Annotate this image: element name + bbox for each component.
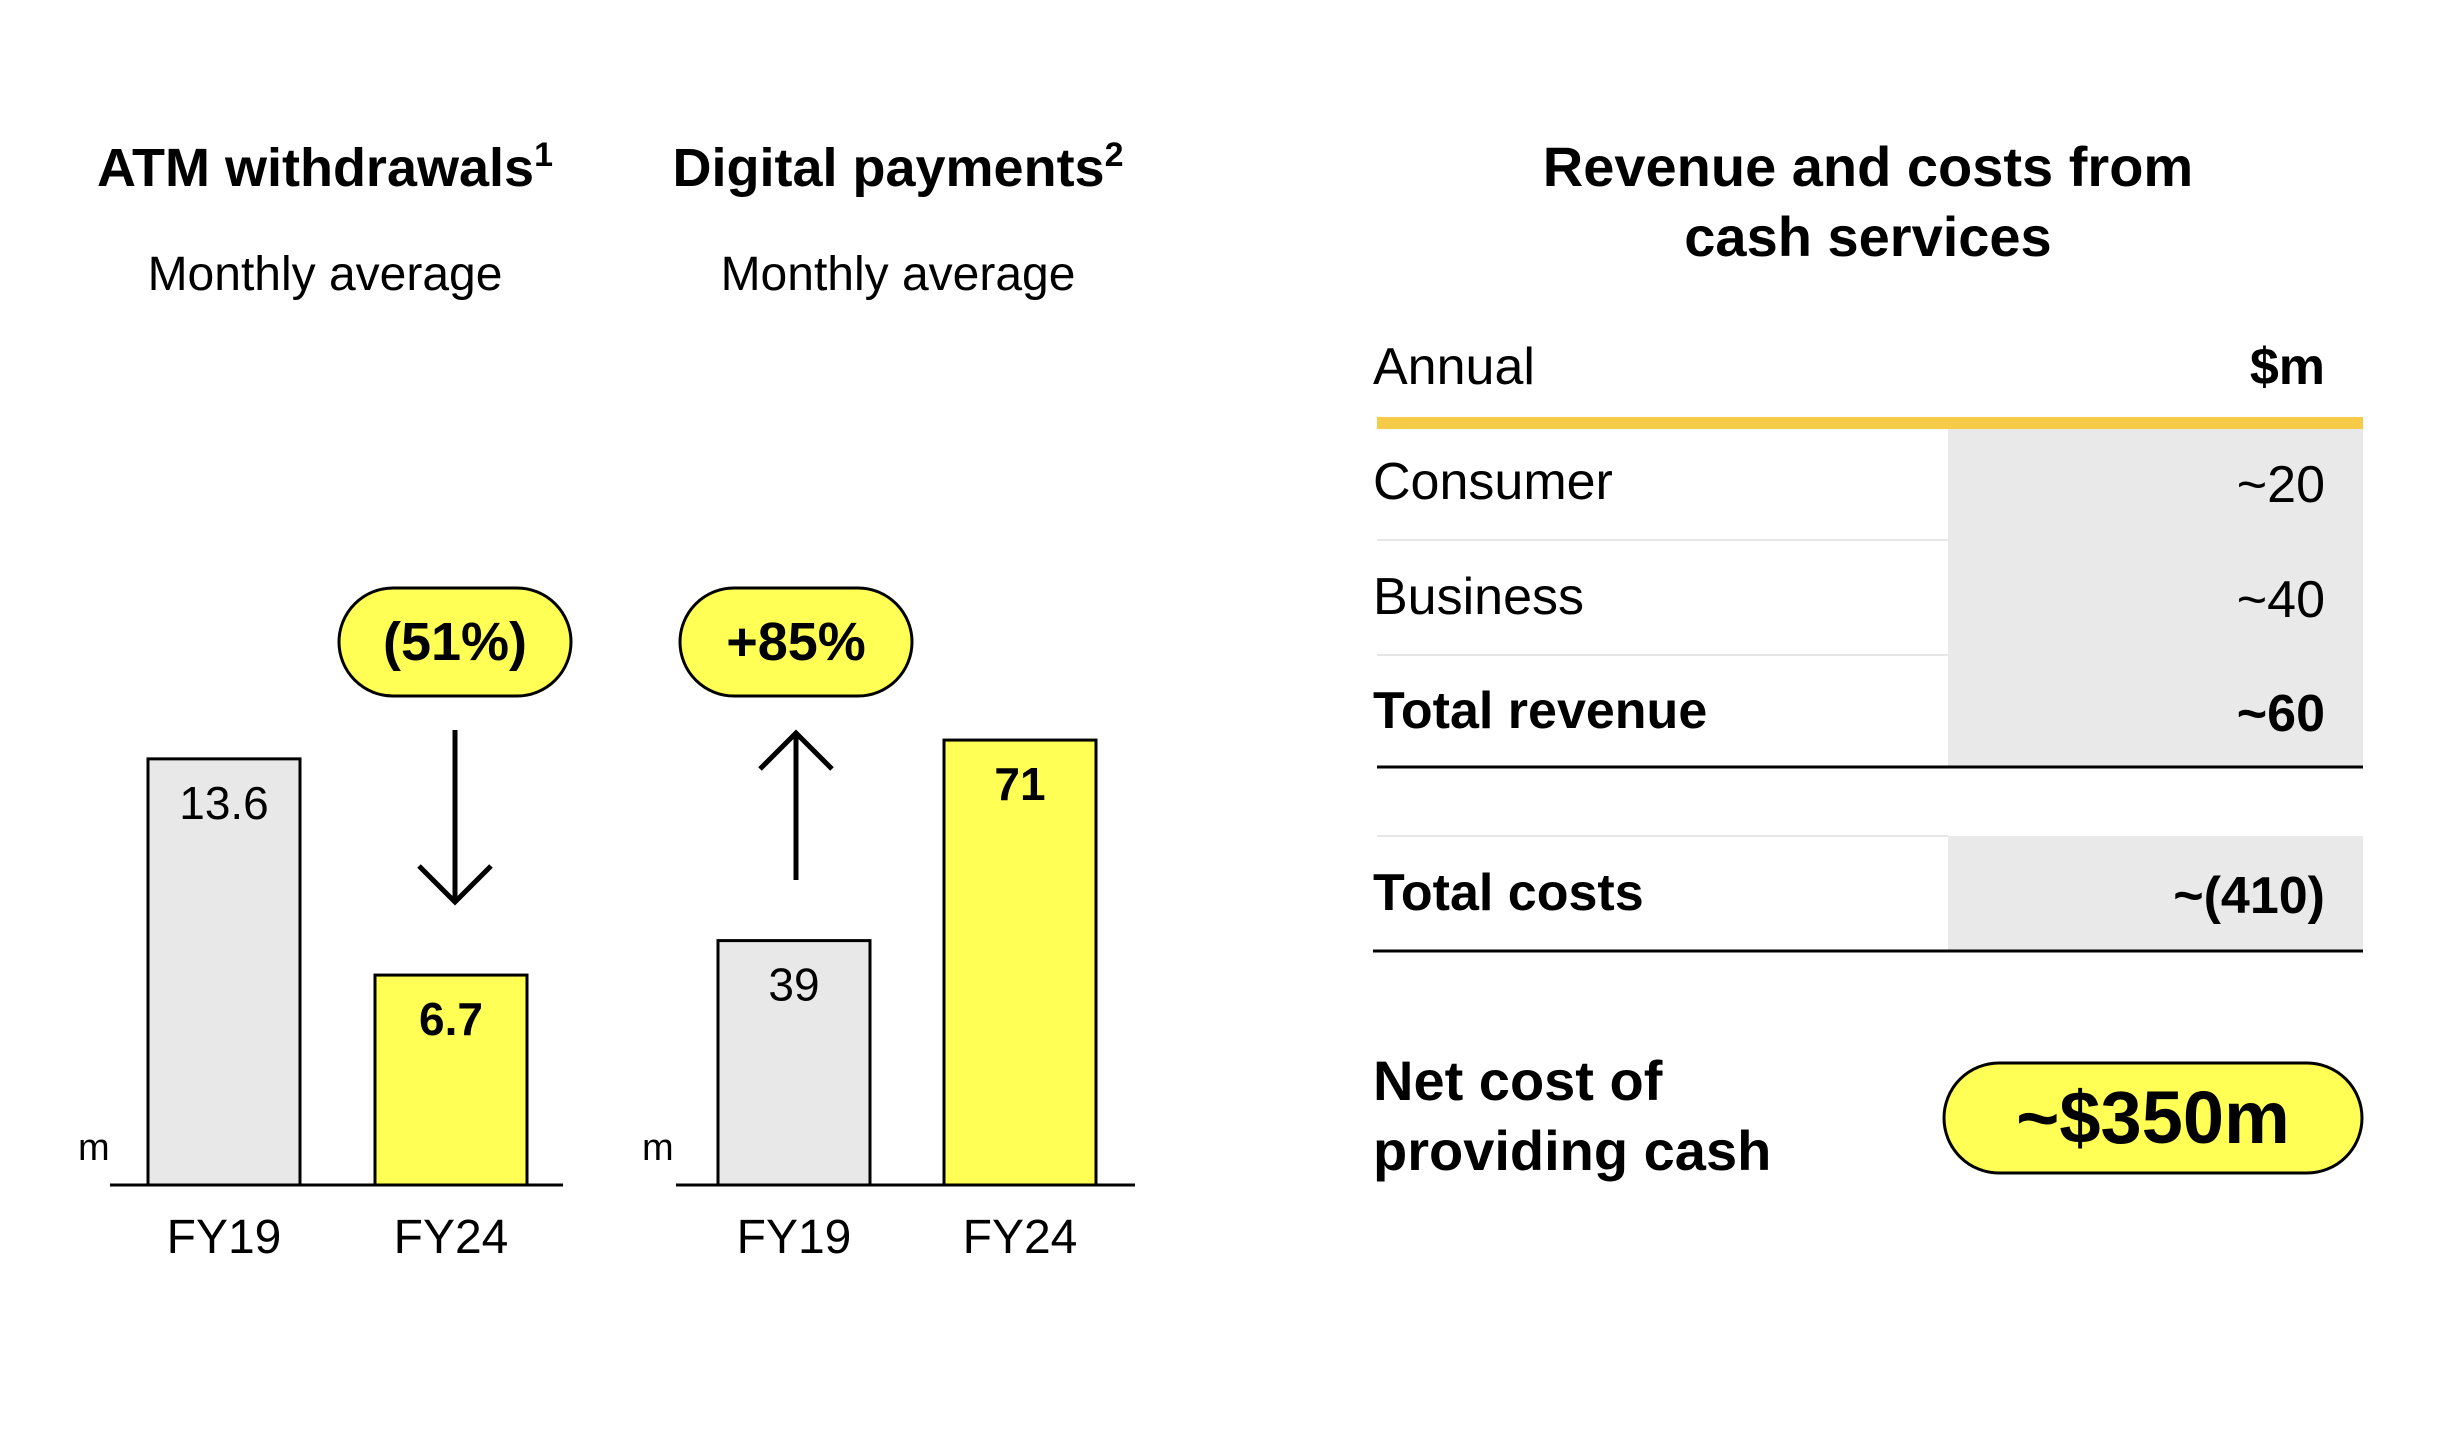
row-value-consumer: ~20 xyxy=(2237,456,2325,514)
atm-chart-subtitle: Monthly average xyxy=(148,248,503,301)
atm-chart-footnote-marker: 1 xyxy=(534,136,553,174)
row-value-total-costs: ~(410) xyxy=(2173,867,2325,925)
digital-change-pill xyxy=(678,586,914,698)
digital-chart-footnote-marker: 2 xyxy=(1105,136,1124,174)
atm-bar-fy24 xyxy=(373,973,529,1187)
table-header-annual: Annual xyxy=(1373,338,1535,396)
atm-data-label-fy24: 6.7 xyxy=(419,993,483,1045)
table-title-line-2: cash services xyxy=(1684,205,2051,268)
digital-chart-title-text: Digital payments xyxy=(672,138,1104,198)
cash-services-panel: Revenue and costs from cash services Ann… xyxy=(1373,135,2364,1182)
digital-tick-label-fy19: FY19 xyxy=(737,1211,852,1264)
row-value-total-revenue: ~60 xyxy=(2237,685,2325,743)
row-label-total-revenue: Total revenue xyxy=(1373,682,1707,740)
net-cost-value: ~$350m xyxy=(2016,1076,2290,1159)
atm-tick-label-fy24: FY24 xyxy=(394,1211,509,1264)
digital-change-label: +85% xyxy=(726,612,866,672)
table-header-unit: $m xyxy=(2250,338,2325,396)
atm-withdrawals-chart: ATM withdrawals1 Monthly average m 13.6 FY19… xyxy=(78,136,573,1264)
digital-tick-label-fy24: FY24 xyxy=(963,1211,1078,1264)
net-cost-pill xyxy=(1942,1061,2364,1175)
row-label-business: Business xyxy=(1373,568,1584,626)
costs-value-shading xyxy=(1948,836,2363,950)
atm-tick-label-fy19: FY19 xyxy=(167,1211,282,1264)
digital-up-arrow-icon xyxy=(758,729,834,771)
digital-bar-fy24 xyxy=(942,738,1098,1187)
digital-payments-chart: Digital payments2 Monthly average m 39 FY19 7… xyxy=(642,136,1135,1264)
revenue-value-shading xyxy=(1948,429,2363,766)
row-label-total-costs: Total costs xyxy=(1373,864,1644,922)
digital-unit-label: m xyxy=(642,1127,674,1169)
row-label-consumer: Consumer xyxy=(1373,453,1613,511)
atm-chart-title: ATM withdrawals1 xyxy=(97,136,553,198)
digital-data-label-fy24: 71 xyxy=(994,758,1045,810)
table-header-rule xyxy=(1377,417,2363,429)
net-cost-label-line-1: Net cost of xyxy=(1373,1049,1663,1112)
table-title-line-1: Revenue and costs from xyxy=(1543,135,2193,198)
digital-data-label-fy19: 39 xyxy=(768,959,819,1011)
atm-data-label-fy19: 13.6 xyxy=(179,777,269,829)
atm-change-label: (51%) xyxy=(383,612,527,672)
atm-chart-title-text: ATM withdrawals xyxy=(97,138,534,198)
digital-chart-title: Digital payments2 xyxy=(672,136,1123,198)
row-value-business: ~40 xyxy=(2237,571,2325,629)
digital-chart-subtitle: Monthly average xyxy=(721,248,1076,301)
net-cost-label-line-2: providing cash xyxy=(1373,1119,1771,1182)
digital-bar-fy19 xyxy=(716,939,872,1187)
atm-bar-fy19 xyxy=(146,757,302,1187)
atm-change-pill xyxy=(337,586,573,698)
atm-down-arrow-icon xyxy=(417,864,493,906)
atm-unit-label: m xyxy=(78,1127,110,1169)
